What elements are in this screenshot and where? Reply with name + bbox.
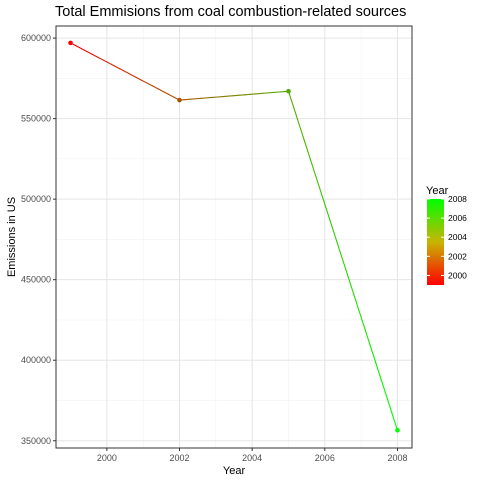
data-point	[177, 97, 182, 103]
series-line-segment	[86, 50, 93, 55]
y-tick-label: 550000	[21, 114, 51, 124]
series-line-segment	[80, 48, 88, 53]
series-line-segment	[358, 311, 366, 330]
series-line-segment	[336, 243, 344, 262]
y-tick-label: 450000	[21, 275, 51, 285]
series-line-segment	[380, 378, 388, 397]
series-line-segment	[347, 277, 355, 296]
series-line-segment	[293, 107, 300, 126]
series-line-segment	[162, 90, 170, 95]
series-line-segment	[113, 65, 121, 70]
series-line-segment	[320, 192, 328, 211]
y-tick-label: 400000	[21, 355, 51, 365]
series-line-segment	[315, 175, 322, 194]
series-line-segment	[342, 260, 349, 279]
legend-title: Year	[426, 185, 449, 197]
legend-tick-label: 2006	[448, 213, 467, 223]
series-line-segment	[298, 124, 306, 143]
data-point	[395, 427, 400, 433]
legend-tick-label: 2004	[448, 232, 467, 242]
series-line-segment	[157, 88, 164, 93]
series-line-segment	[386, 395, 393, 414]
series-line-segment	[304, 141, 311, 160]
y-axis-title: Emissions in US	[6, 197, 18, 277]
series-line-segment	[119, 68, 126, 73]
chart-title: Total Emmisions from coal combustion-rel…	[55, 4, 407, 20]
series-line-segment	[369, 344, 377, 364]
y-tick-label: 600000	[21, 33, 51, 43]
legend-colorbar	[427, 199, 444, 285]
x-tick-label: 2000	[97, 453, 117, 463]
grid-lines	[56, 26, 412, 448]
data-point	[286, 88, 291, 94]
plot-panel	[56, 26, 412, 448]
y-axis: 350000 400000 450000 500000 550000 600000	[21, 33, 56, 446]
plot-border	[55, 25, 413, 449]
series-line-segment	[309, 158, 317, 177]
x-axis: 2000 2002 2004 2006 2008	[97, 448, 407, 463]
series-line	[69, 42, 399, 431]
legend-tick-label: 2000	[448, 270, 467, 280]
series-line-segment	[140, 79, 148, 84]
x-axis-title: Year	[223, 465, 246, 477]
series-line-segment	[135, 76, 142, 81]
series-line-segment	[353, 294, 360, 313]
data-point	[68, 40, 73, 46]
series-line-segment	[391, 412, 399, 431]
y-tick-label: 500000	[21, 194, 51, 204]
color-legend: Year 2000 2002 2004 2006 2008	[426, 185, 467, 285]
x-tick-label: 2006	[315, 453, 335, 463]
legend-tick-label: 2002	[448, 251, 467, 261]
y-tick-label: 350000	[21, 436, 51, 446]
series-line-segment	[102, 59, 110, 64]
series-line-segment	[364, 328, 371, 347]
x-tick-label: 2008	[387, 453, 407, 463]
series-line-segment	[331, 226, 339, 245]
series-line-segment	[287, 90, 295, 109]
series-line-segment	[151, 85, 159, 90]
x-tick-label: 2002	[169, 453, 189, 463]
series-line-segment	[97, 56, 104, 61]
series-line-segment	[326, 209, 333, 228]
series-line-segment	[91, 53, 99, 58]
series-line-segment	[168, 93, 175, 98]
series-line-segment	[375, 361, 382, 380]
x-tick-label: 2004	[242, 453, 262, 463]
series-line-segment	[75, 45, 82, 50]
series-line-segment	[146, 82, 153, 87]
series-line-segment	[129, 73, 137, 78]
series-line-segment	[124, 70, 132, 75]
series-line-segment	[108, 62, 115, 67]
legend-tick-label: 2008	[448, 194, 467, 204]
series-points	[68, 40, 400, 433]
